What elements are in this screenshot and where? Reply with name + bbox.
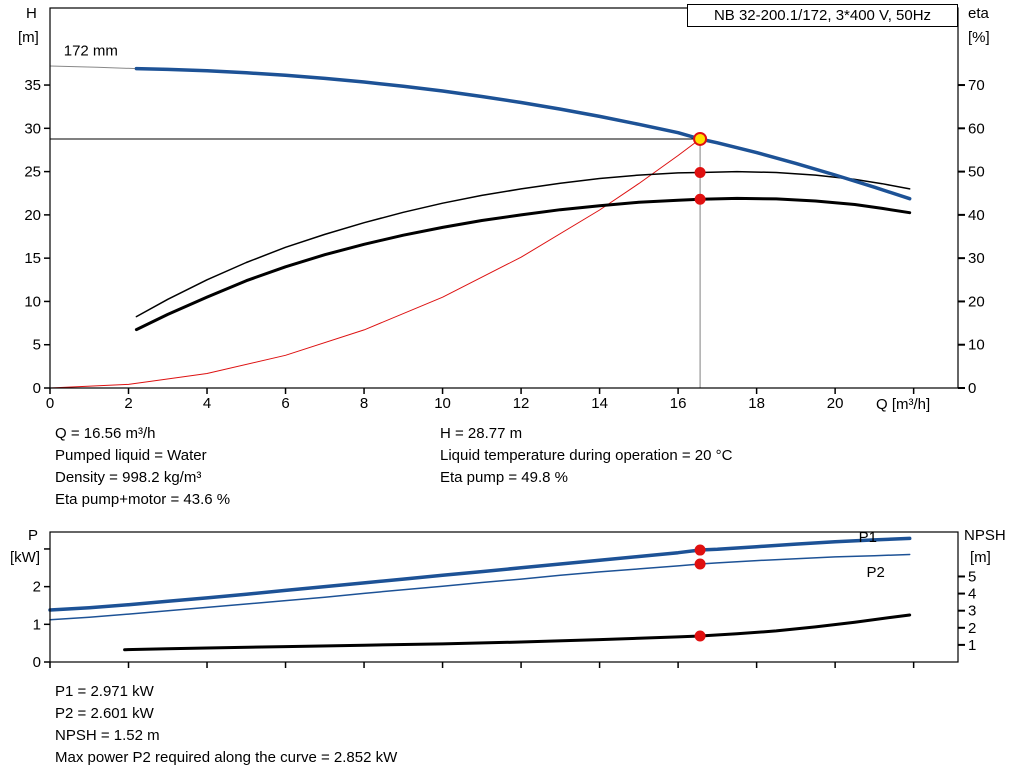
- duty-info-left: Q = 16.56 m³/h Pumped liquid = Water Den…: [55, 423, 230, 511]
- svg-text:2: 2: [33, 579, 41, 596]
- info-line-npsh: NPSH = 1.52 m: [55, 727, 160, 744]
- svg-text:0: 0: [46, 395, 54, 412]
- svg-text:2: 2: [968, 620, 976, 637]
- svg-text:16: 16: [670, 395, 687, 412]
- svg-text:10: 10: [24, 293, 41, 310]
- svg-text:172 mm: 172 mm: [64, 43, 118, 60]
- svg-text:P1: P1: [859, 529, 877, 546]
- svg-text:0: 0: [968, 380, 976, 397]
- svg-text:5: 5: [968, 568, 976, 585]
- svg-text:25: 25: [24, 164, 41, 181]
- svg-text:35: 35: [24, 77, 41, 94]
- svg-text:30: 30: [968, 250, 985, 267]
- npsh-axis-unit: [m]: [970, 549, 991, 566]
- eta-axis-unit: [%]: [968, 29, 990, 46]
- svg-text:20: 20: [968, 293, 985, 310]
- svg-text:0: 0: [33, 654, 41, 671]
- svg-text:20: 20: [24, 207, 41, 224]
- duty-info-right: H = 28.77 m Liquid temperature during op…: [440, 423, 732, 489]
- info-line-p2: P2 = 2.601 kW: [55, 705, 154, 722]
- info-line-maxpower: Max power P2 required along the curve = …: [55, 749, 398, 766]
- svg-text:5: 5: [33, 337, 41, 354]
- svg-text:40: 40: [968, 207, 985, 224]
- power-info: P1 = 2.971 kW P2 = 2.601 kW NPSH = 1.52 …: [55, 681, 397, 769]
- svg-text:18: 18: [748, 395, 765, 412]
- svg-text:30: 30: [24, 120, 41, 137]
- p-axis-unit: [kW]: [10, 549, 40, 566]
- npsh-axis-label: NPSH: [964, 527, 1006, 544]
- info-line-p1: P1 = 2.971 kW: [55, 683, 154, 700]
- info-line-eta-pm: Eta pump+motor = 43.6 %: [55, 491, 231, 508]
- svg-text:1: 1: [968, 637, 976, 654]
- info-line-density: Density = 998.2 kg/m³: [55, 469, 202, 486]
- svg-text:3: 3: [968, 603, 976, 620]
- svg-text:P2: P2: [867, 564, 885, 581]
- svg-text:20: 20: [827, 395, 844, 412]
- svg-text:10: 10: [968, 337, 985, 354]
- h-axis-unit: [m]: [18, 29, 39, 46]
- svg-text:50: 50: [968, 164, 985, 181]
- svg-text:60: 60: [968, 120, 985, 137]
- svg-text:6: 6: [281, 395, 289, 412]
- q-axis-label: Q [m³/h]: [876, 396, 931, 413]
- svg-text:2: 2: [124, 395, 132, 412]
- p-axis-label: P: [28, 527, 39, 544]
- h-axis-label: H: [26, 5, 37, 22]
- svg-text:12: 12: [513, 395, 530, 412]
- info-line-eta-pump: Eta pump = 49.8 %: [440, 469, 568, 486]
- hq-efficiency-chart: 0 2 4 6 8 10 12 14 16 18 20 0 5 10 15 20 25 30 35 0 10 20 30 40…: [24, 7, 985, 412]
- info-line-q: Q = 16.56 m³/h: [55, 425, 156, 442]
- svg-text:14: 14: [591, 395, 608, 412]
- info-line-temp: Liquid temperature during operation = 20…: [440, 447, 733, 464]
- svg-text:10: 10: [434, 395, 451, 412]
- svg-text:8: 8: [360, 395, 368, 412]
- info-line-liquid: Pumped liquid = Water: [55, 447, 207, 464]
- eta-axis-label: eta: [968, 5, 989, 22]
- pump-title-box: NB 32-200.1/172, 3*400 V, 50Hz: [687, 4, 958, 27]
- svg-text:1: 1: [33, 616, 41, 633]
- svg-text:4: 4: [968, 586, 976, 603]
- svg-text:70: 70: [968, 77, 985, 94]
- svg-text:0: 0: [33, 380, 41, 397]
- svg-text:15: 15: [24, 250, 41, 267]
- svg-text:4: 4: [203, 395, 211, 412]
- info-line-h: H = 28.77 m: [440, 425, 523, 442]
